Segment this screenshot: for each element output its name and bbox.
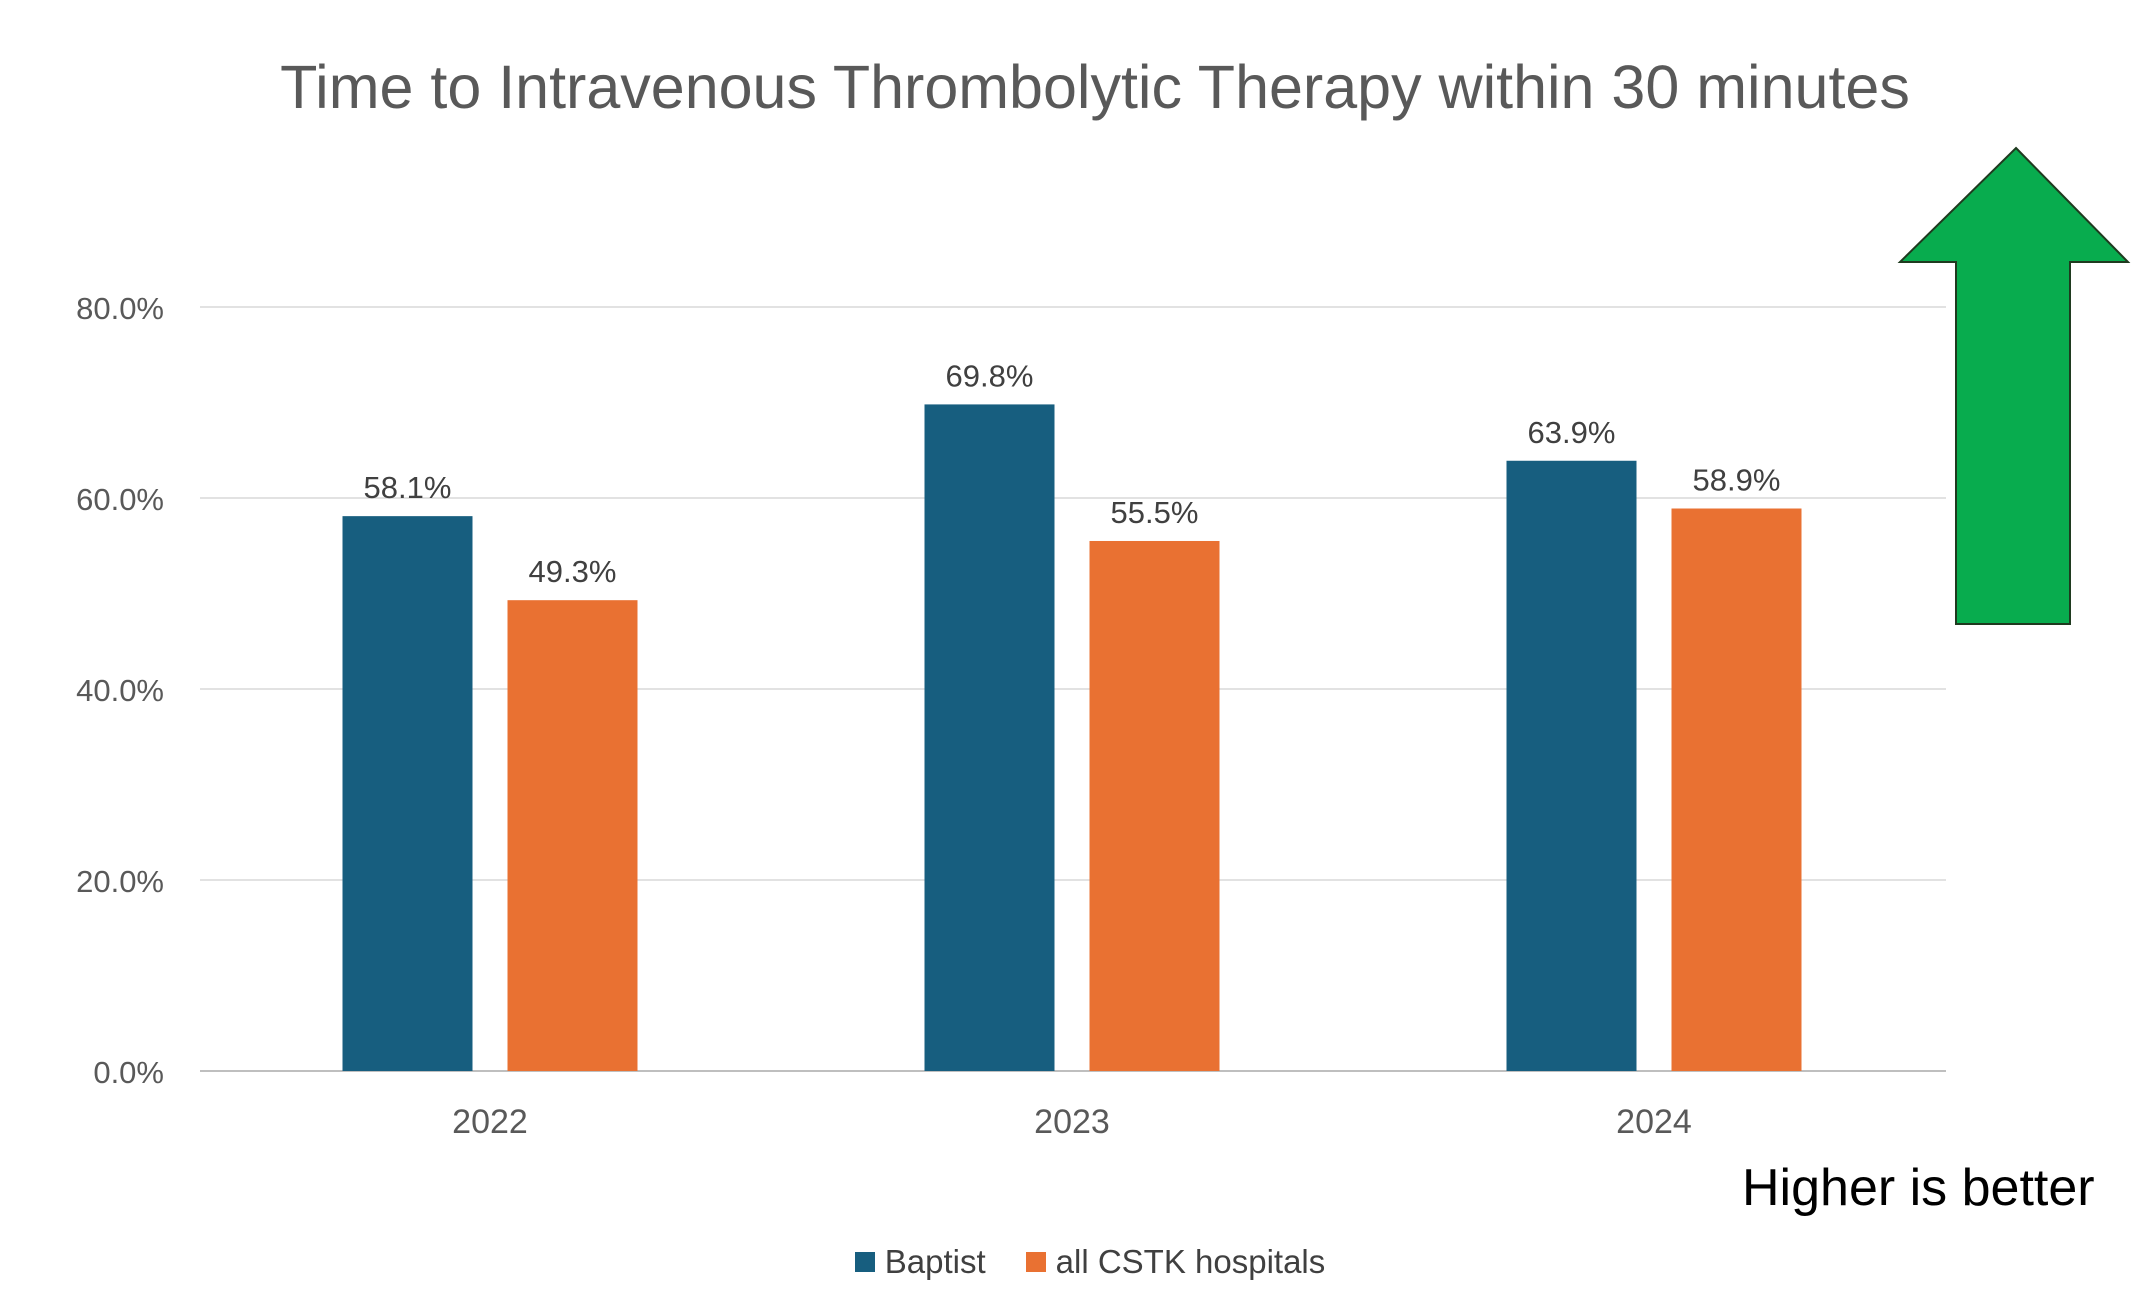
bar-cstk-2023 [1089,540,1220,1071]
x-tick-label: 2023 [1034,1103,1110,1141]
chart-title: Time to Intravenous Thrombolytic Therapy… [280,53,1910,121]
legend-item-baptist: Baptist [854,1243,986,1281]
legend-swatch-cstk [1025,1252,1046,1272]
data-label: 55.5% [1111,495,1199,530]
y-tick-label: 20.0% [76,864,164,899]
bar-cstk-2022 [507,600,638,1071]
data-label: 63.9% [1528,415,1616,450]
up-arrow-icon [1897,146,2131,625]
bar-baptist-2023 [924,404,1055,1071]
legend: Baptist all CSTK hospitals [0,1243,2140,1281]
bars [342,404,1802,1071]
higher-is-better-note: Higher is better [1742,1159,2095,1217]
y-tick-label: 80.0% [76,291,164,326]
gridlines [200,306,1946,1072]
data-label: 58.9% [1693,463,1781,498]
legend-label-baptist: Baptist [884,1243,986,1280]
data-label: 49.3% [529,554,617,589]
x-tick-label: 2022 [452,1103,528,1141]
data-label: 58.1% [364,470,452,505]
x-axis-ticks: 2022 2023 2024 [452,1103,1692,1141]
y-tick-label: 60.0% [76,482,164,517]
bar-cstk-2024 [1671,508,1802,1071]
bar-baptist-2022 [342,516,473,1071]
bar-baptist-2024 [1506,460,1637,1071]
legend-label-cstk: all CSTK hospitals [1055,1243,1326,1280]
data-label: 69.8% [946,358,1034,393]
y-axis-ticks: 0.0% 20.0% 40.0% 60.0% 80.0% [76,291,164,1090]
legend-swatch-baptist [854,1252,875,1272]
y-tick-label: 40.0% [76,673,164,708]
x-tick-label: 2024 [1616,1103,1692,1141]
data-labels: 58.1% 49.3% 69.8% 55.5% 63.9% 58.9% [364,358,1781,589]
legend-item-cstk: all CSTK hospitals [1025,1243,1326,1281]
y-tick-label: 0.0% [93,1055,164,1090]
